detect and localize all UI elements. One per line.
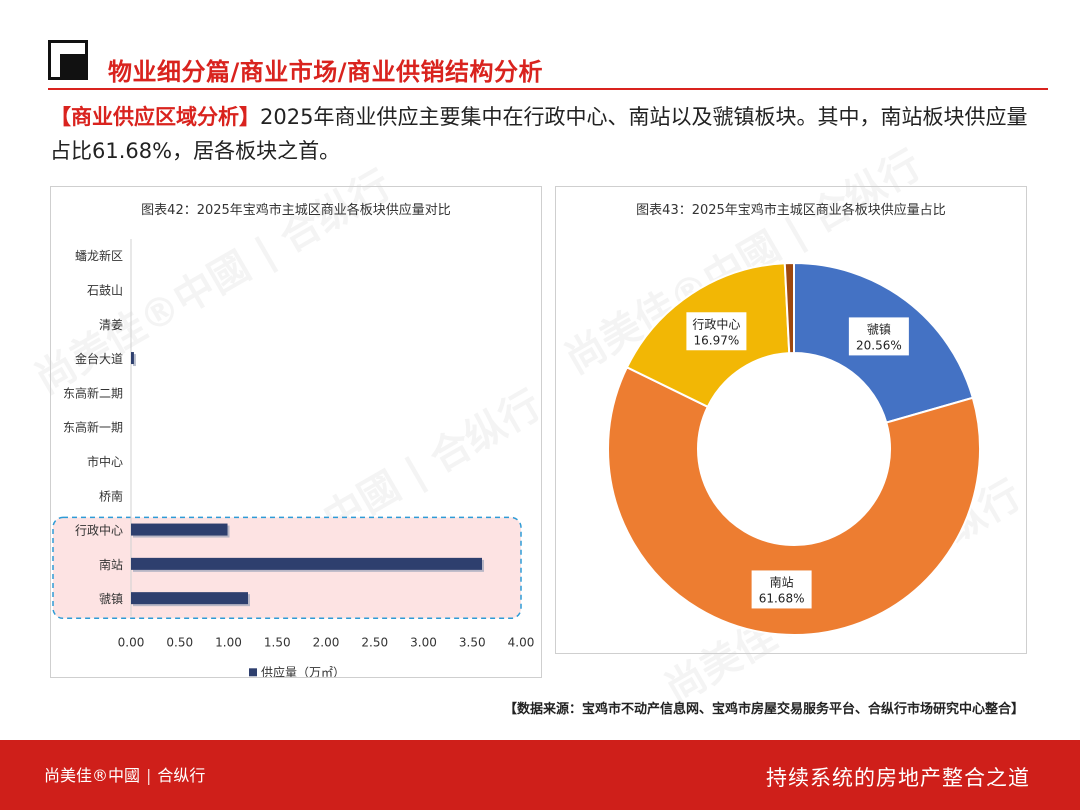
slice-label-name: 行政中心 (692, 316, 740, 331)
footer-bar: 尚美佳®中國 | 合纵行 持续系统的房地产整合之道 (0, 740, 1080, 810)
x-tick-label: 2.50 (361, 635, 388, 649)
slice-label-box (848, 317, 909, 356)
x-tick-label: 1.50 (264, 635, 291, 649)
slice-label-南站: 南站 61.68% (751, 570, 812, 609)
slice-label-value: 16.97% (694, 333, 740, 347)
intro-paragraph: 【商业供应区域分析】2025年商业供应主要集中在行政中心、南站以及虢镇板块。其中… (50, 100, 1030, 168)
legend-label: 供应量（万㎡） (261, 664, 345, 677)
slice-label-name: 虢镇 (867, 322, 891, 336)
title-square-icon (48, 40, 92, 84)
slice-label-box (686, 312, 747, 351)
intro-tag: 【商业供应区域分析】 (50, 105, 260, 129)
category-label: 东高新二期 (63, 385, 123, 400)
category-label: 市中心 (87, 454, 123, 469)
category-label: 石鼓山 (87, 283, 123, 297)
x-tick-label: 0.00 (118, 635, 145, 649)
intro-text: 2025年商业供应主要集中在行政中心、南站以及虢镇板块。其中，南站板块供应量占比… (50, 105, 1028, 163)
bar-chart-title: 图表42：2025年宝鸡市主城区商业各板块供应量对比 (141, 203, 451, 218)
category-label: 东高新一期 (63, 420, 123, 435)
x-tick-label: 2.00 (313, 635, 340, 649)
footer-brand: 尚美佳®中國 | 合纵行 (44, 762, 205, 786)
bar-shadow (133, 354, 136, 367)
x-tick-label: 3.00 (410, 635, 437, 649)
footer-brand-right: 合纵行 (157, 766, 206, 785)
slice-label-行政中心: 行政中心 16.97% (686, 312, 747, 351)
x-tick-label: 0.50 (166, 635, 193, 649)
donut-chart-panel: 图表43：2025年宝鸡市主城区商业各板块供应量占比 虢镇 20.56% 南站 61.… (555, 186, 1027, 654)
slice-label-name: 南站 (770, 574, 794, 589)
slice-label-value: 61.68% (759, 591, 805, 605)
x-tick-label: 4.00 (508, 635, 535, 649)
category-label: 桥南 (99, 488, 123, 503)
category-label: 虢镇 (99, 592, 123, 606)
bar-金台大道 (131, 352, 134, 365)
slice-label-虢镇: 虢镇 20.56% (848, 317, 909, 356)
category-label: 行政中心 (75, 523, 123, 538)
donut-chart: 虢镇 20.56% 南站 61.68% 行政中心 16.97% (607, 261, 981, 636)
category-label: 蟠龙新区 (75, 248, 123, 263)
category-label: 金台大道 (75, 351, 123, 366)
bar-虢镇 (131, 592, 248, 605)
title-divider (48, 88, 1048, 90)
bar-chart-panel: 图表42：2025年宝鸡市主城区商业各板块供应量对比 蟠龙新区石鼓山清姜金台大道… (50, 186, 542, 678)
slice-label-value: 20.56% (856, 338, 902, 352)
legend-swatch (249, 668, 257, 677)
slice-label-box (751, 570, 812, 609)
footer-slogan: 持续系统的房地产整合之道 (766, 766, 1030, 790)
category-label: 南站 (99, 557, 123, 572)
data-source-note: 【数据来源：宝鸡市不动产信息网、宝鸡市房屋交易服务平台、合纵行市场研究中心整合】 (503, 702, 1024, 717)
bar-行政中心 (131, 523, 228, 536)
donut-chart-title: 图表43：2025年宝鸡市主城区商业各板块供应量占比 (636, 203, 946, 218)
category-label: 清姜 (99, 318, 123, 332)
footer-brand-separator: | (146, 766, 152, 785)
x-tick-label: 3.50 (459, 635, 486, 649)
page-title: 物业细分篇/商业市场/商业供销结构分析 (108, 58, 544, 86)
footer-brand-left: 尚美佳®中國 (44, 766, 141, 785)
bar-南站 (131, 557, 482, 570)
x-tick-label: 1.00 (215, 635, 242, 649)
slice-南站 (607, 365, 981, 636)
slice-金台大道 (783, 261, 795, 355)
